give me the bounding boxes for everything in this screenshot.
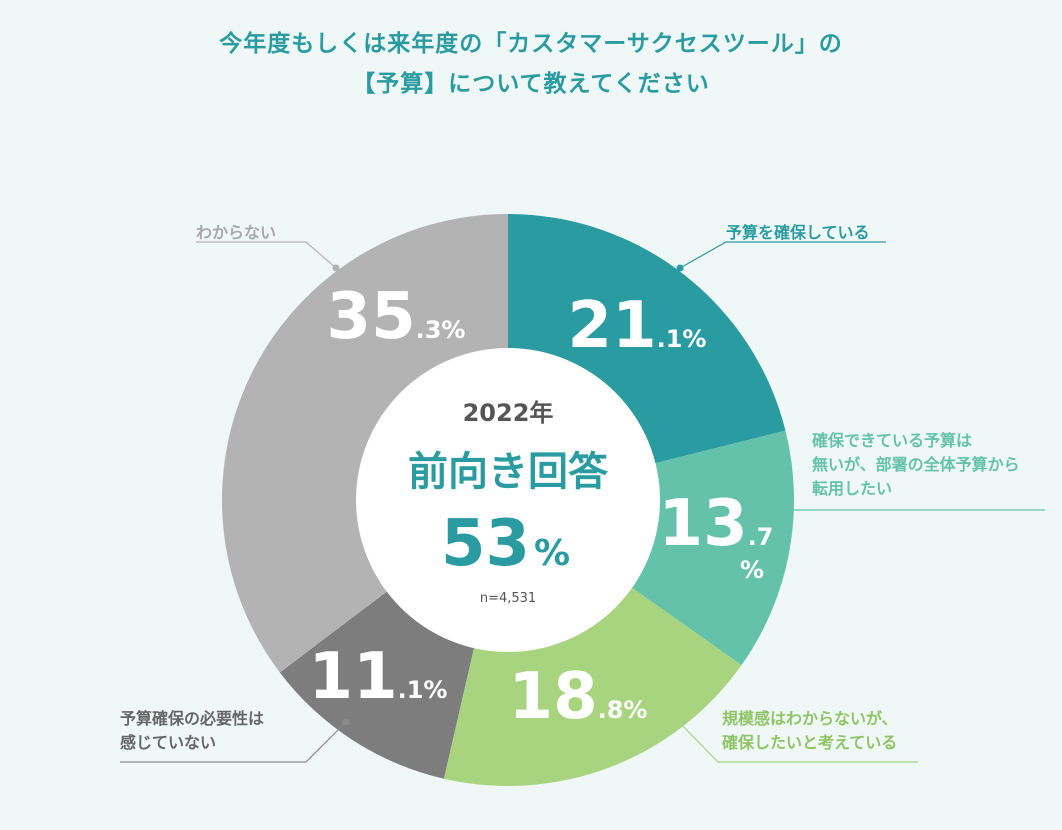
value-label-1: 21.1%	[568, 289, 707, 363]
chart-title: 今年度もしくは来年度の「カスタマーサクセスツール」の 【予算】について教えてくだ…	[0, 24, 1062, 104]
value-label-int: 21	[568, 289, 657, 363]
value-label-5: 35.3%	[327, 280, 466, 354]
value-label-int: 13	[659, 487, 748, 561]
value-label-4: 11.1%	[309, 640, 448, 714]
title-line-2: 【予算】について教えてください	[352, 71, 710, 97]
value-labels: 21.1%13.718.8%11.1%35.3%%	[309, 280, 774, 734]
callout-text-1: 予算を確保している	[726, 223, 870, 242]
value-label-dec: .1%	[657, 325, 707, 353]
callout-dot-4	[342, 718, 350, 726]
callouts: 予算を確保している確保できている予算は無いが、部署の全体予算から転用したい規模感…	[120, 223, 1045, 763]
callout-dot-5	[332, 264, 340, 272]
donut-slices	[221, 213, 794, 786]
callout-text-2: 確保できている予算は	[812, 431, 972, 450]
callout-dot-2	[786, 506, 794, 514]
callout-text-2: 無いが、部署の全体予算から	[812, 455, 1020, 474]
callout-line-3	[674, 717, 918, 763]
center-value: 53	[441, 507, 530, 581]
callout-text-3: 確保したいと考えている	[722, 733, 897, 752]
callout-line-1	[679, 241, 886, 269]
center-value-percent: %	[534, 533, 570, 574]
callout-text-5: わからない	[196, 223, 276, 242]
callout-dot-3	[671, 714, 679, 722]
donut-hole	[356, 348, 660, 652]
center-year: 2022年	[463, 399, 554, 427]
callout-text-3: 規模感はわからないが、	[722, 709, 898, 728]
value-label-3: 18.8%	[509, 660, 648, 734]
value-label-dec: .3%	[416, 316, 466, 344]
callout-text-2: 転用したい	[812, 479, 892, 498]
value-label-dec: .7	[748, 523, 774, 551]
callout-text-4: 感じていない	[120, 733, 216, 752]
callout-dot-1	[676, 264, 684, 272]
value-label-dec: .8%	[598, 696, 648, 724]
donut-slice-5	[221, 213, 509, 673]
center-sample-size: n=4,531	[480, 591, 536, 606]
value-label-dec: .1%	[398, 676, 448, 704]
value-label-int: 18	[509, 660, 598, 734]
callout-line-5	[196, 241, 337, 269]
center-headline: 前向き回答	[408, 449, 609, 495]
value-label-int: 35	[327, 280, 416, 354]
title-line-1: 今年度もしくは来年度の「カスタマーサクセスツール」の	[219, 31, 843, 57]
callout-line-4	[120, 721, 347, 763]
value-label-2: 13.7	[659, 487, 774, 561]
value-label-int: 11	[309, 640, 398, 714]
value-label-2-percent: %	[740, 556, 764, 584]
callout-text-4: 予算確保の必要性は	[120, 709, 264, 728]
